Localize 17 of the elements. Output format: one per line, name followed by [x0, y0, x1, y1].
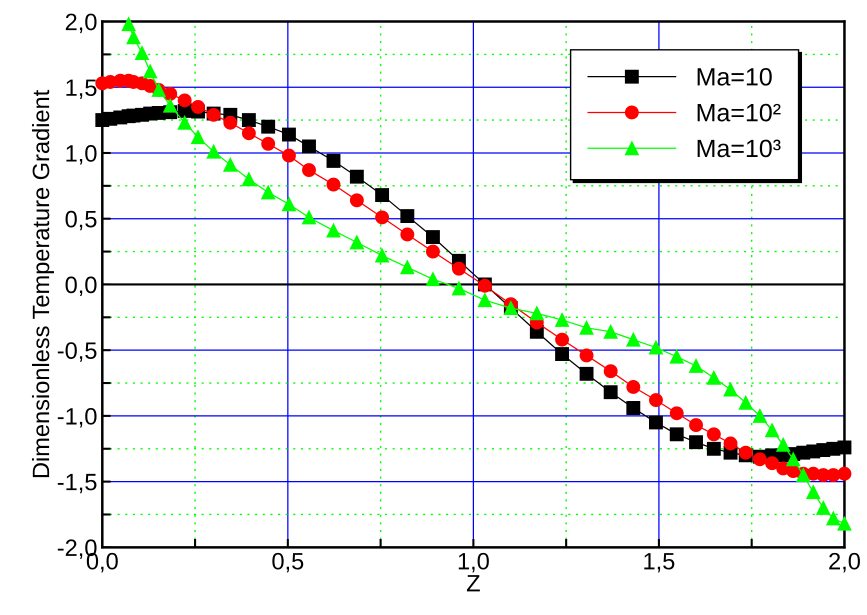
legend-label: Ma=10³ — [698, 140, 781, 158]
y-tick-label: -1,0 — [58, 408, 97, 428]
legend-label: Ma=10 — [698, 68, 772, 86]
y-tick-label: 1,5 — [66, 80, 96, 99]
y-axis-title: Dimensionless Temperature Gradient — [32, 90, 54, 478]
x-tick-label: 1,0 — [458, 552, 489, 572]
y-tick-label: 0,0 — [66, 276, 97, 296]
x-axis-title: Z — [466, 575, 480, 592]
y-tick-label: -0,5 — [58, 342, 96, 362]
y-tick-label: 0,5 — [66, 210, 96, 230]
x-tick-label: 2,0 — [829, 552, 860, 572]
y-tick-label: -1,5 — [58, 474, 96, 494]
y-tick-label: 2,0 — [66, 14, 97, 34]
x-tick-label: 1,5 — [644, 553, 674, 572]
x-tick-label: 0,5 — [272, 552, 304, 572]
legend-label: Ma=10² — [698, 104, 781, 122]
y-tick-label: 1,0 — [66, 145, 97, 165]
